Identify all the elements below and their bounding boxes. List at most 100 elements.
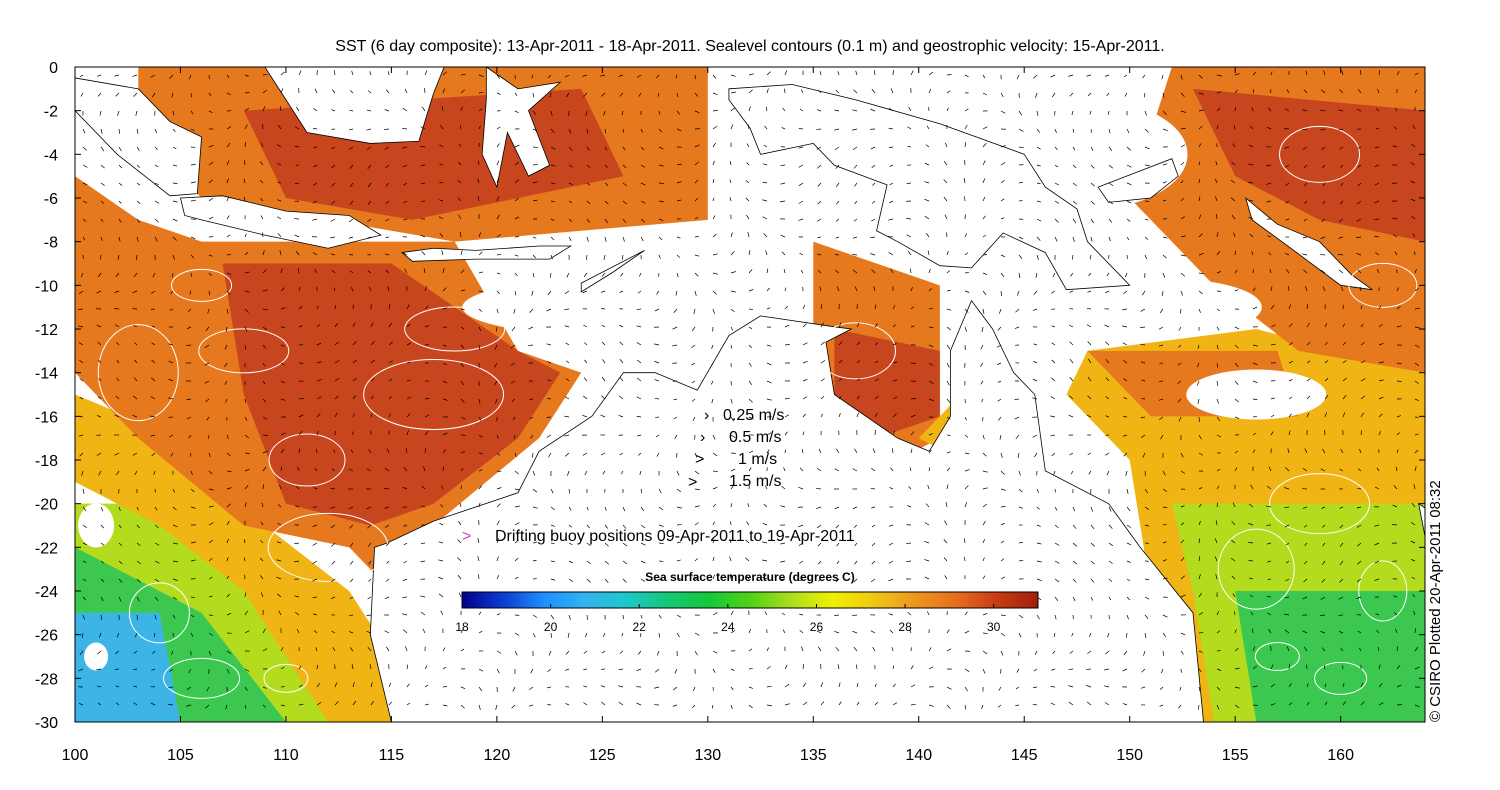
velocity-arrow bbox=[1198, 196, 1201, 202]
velocity-arrow bbox=[1304, 448, 1308, 454]
velocity-arrow bbox=[1231, 521, 1236, 526]
velocity-arrow bbox=[207, 308, 210, 314]
velocity-arrow bbox=[226, 92, 231, 95]
velocity-arrow bbox=[600, 290, 606, 293]
velocity-arrow bbox=[746, 162, 750, 166]
velocity-arrow bbox=[1324, 412, 1328, 418]
velocity-arrow bbox=[477, 178, 480, 184]
velocity-arrow bbox=[190, 596, 196, 599]
velocity-arrow bbox=[637, 434, 642, 437]
velocity-arrow bbox=[422, 628, 426, 634]
velocity-arrow bbox=[566, 92, 570, 98]
velocity-arrow bbox=[873, 70, 876, 76]
velocity-arrow bbox=[1108, 506, 1112, 512]
velocity-arrow bbox=[1360, 342, 1365, 346]
velocity-arrow bbox=[1069, 324, 1074, 328]
velocity-arrow bbox=[154, 182, 159, 186]
velocity-arrow bbox=[1069, 395, 1074, 400]
velocity-arrow bbox=[190, 128, 195, 132]
velocity-arrow bbox=[334, 305, 337, 310]
velocity-arrow bbox=[1178, 326, 1182, 331]
velocity-arrow bbox=[1234, 269, 1238, 274]
velocity-arrow bbox=[982, 143, 987, 148]
velocity-arrow bbox=[619, 359, 624, 364]
velocity-arrow bbox=[385, 524, 390, 528]
velocity-arrow bbox=[80, 92, 84, 97]
velocity-arrow bbox=[1198, 253, 1204, 256]
velocity-arrow bbox=[1322, 560, 1326, 565]
velocity-arrow bbox=[514, 632, 520, 636]
velocity-arrow bbox=[892, 448, 894, 454]
velocity-arrow bbox=[852, 630, 858, 634]
velocity-arrow bbox=[730, 398, 733, 404]
velocity-arrow bbox=[1180, 161, 1185, 166]
velocity-arrow bbox=[1036, 164, 1041, 167]
velocity-arrow-025: › bbox=[704, 407, 709, 424]
velocity-arrow bbox=[1412, 124, 1416, 130]
velocity-arrow bbox=[1198, 74, 1203, 79]
velocity-arrow bbox=[331, 468, 336, 472]
velocity-arrow bbox=[982, 126, 988, 130]
velocity-arrow bbox=[1090, 236, 1093, 242]
velocity-arrow bbox=[676, 488, 682, 493]
velocity-arrow bbox=[312, 596, 318, 598]
velocity-arrow bbox=[982, 539, 985, 544]
velocity-arrow bbox=[602, 470, 606, 475]
velocity-arrow bbox=[385, 578, 390, 582]
velocity-arrow bbox=[79, 397, 84, 400]
velocity-arrow bbox=[1287, 448, 1290, 454]
velocity-arrow bbox=[748, 289, 754, 292]
velocity-arrow bbox=[529, 398, 534, 401]
velocity-arrow bbox=[226, 612, 232, 616]
velocity-arrow bbox=[312, 200, 318, 204]
velocity-arrow bbox=[1000, 540, 1005, 544]
velocity-arrow bbox=[672, 704, 678, 707]
velocity-arrow bbox=[244, 326, 248, 332]
velocity-arrow bbox=[1356, 253, 1362, 256]
velocity-arrow bbox=[1270, 703, 1276, 706]
velocity-arrow bbox=[748, 106, 751, 112]
velocity-arrow bbox=[982, 178, 986, 184]
velocity-arrow bbox=[1123, 378, 1128, 382]
velocity-arrow bbox=[1197, 398, 1200, 404]
velocity-arrow bbox=[946, 251, 949, 256]
velocity-arrow bbox=[496, 574, 500, 580]
sst-colorbar: Sea surface temperature (degrees C) 18 20… bbox=[455, 570, 1039, 634]
velocity-arrow bbox=[784, 397, 790, 400]
velocity-arrow bbox=[514, 290, 517, 296]
velocity-arrow bbox=[1374, 560, 1380, 564]
velocity-arrow bbox=[568, 146, 573, 151]
velocity-arrow bbox=[784, 88, 786, 94]
velocity-arrow bbox=[1142, 74, 1146, 79]
velocity-arrow bbox=[280, 647, 284, 652]
velocity-arrow bbox=[172, 128, 176, 133]
velocity-arrow bbox=[1144, 578, 1150, 581]
colorbar-tick-label: 26 bbox=[810, 620, 824, 634]
velocity-arrow bbox=[190, 110, 194, 115]
velocity-arrow bbox=[586, 578, 591, 583]
velocity-arrow bbox=[1072, 542, 1078, 547]
velocity-arrow bbox=[151, 359, 156, 364]
velocity-arrow bbox=[262, 269, 267, 274]
velocity-arrow bbox=[118, 506, 121, 512]
velocity-arrow bbox=[1016, 74, 1020, 80]
velocity-arrow bbox=[1216, 686, 1221, 691]
velocity-arrow bbox=[316, 430, 319, 436]
velocity-arrow bbox=[244, 668, 250, 672]
velocity-arrow bbox=[604, 146, 608, 151]
velocity-arrow bbox=[351, 287, 354, 292]
velocity-arrow bbox=[835, 646, 840, 652]
velocity-arrow bbox=[312, 218, 318, 221]
velocity-arrow bbox=[729, 197, 732, 202]
velocity-arrow bbox=[367, 542, 372, 547]
velocity-arrow bbox=[1159, 686, 1164, 690]
velocity-arrow bbox=[1036, 614, 1040, 620]
velocity-arrow bbox=[982, 520, 986, 526]
velocity-arrow bbox=[694, 558, 698, 562]
velocity-arrow bbox=[186, 704, 192, 707]
velocity-arrow bbox=[1231, 214, 1236, 220]
velocity-arrow bbox=[946, 629, 950, 634]
velocity-arrow bbox=[511, 704, 516, 709]
velocity-arrow bbox=[852, 468, 858, 472]
velocity-arrow bbox=[402, 486, 408, 490]
